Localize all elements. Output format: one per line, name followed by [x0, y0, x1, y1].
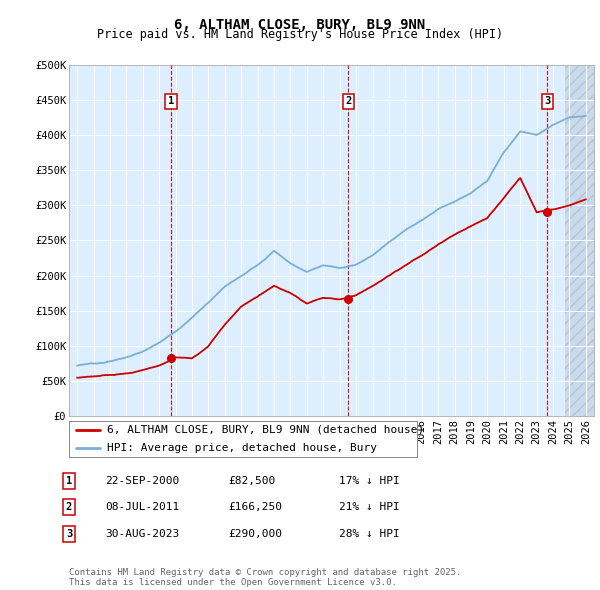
Text: 08-JUL-2011: 08-JUL-2011: [105, 503, 179, 512]
Text: Price paid vs. HM Land Registry's House Price Index (HPI): Price paid vs. HM Land Registry's House …: [97, 28, 503, 41]
Text: 28% ↓ HPI: 28% ↓ HPI: [339, 529, 400, 539]
Text: 17% ↓ HPI: 17% ↓ HPI: [339, 476, 400, 486]
Text: 3: 3: [544, 96, 551, 106]
Text: 6, ALTHAM CLOSE, BURY, BL9 9NN: 6, ALTHAM CLOSE, BURY, BL9 9NN: [175, 18, 425, 32]
Text: 2: 2: [345, 96, 352, 106]
Text: Contains HM Land Registry data © Crown copyright and database right 2025.
This d: Contains HM Land Registry data © Crown c…: [69, 568, 461, 587]
Text: 6, ALTHAM CLOSE, BURY, BL9 9NN (detached house): 6, ALTHAM CLOSE, BURY, BL9 9NN (detached…: [107, 425, 425, 435]
Text: 22-SEP-2000: 22-SEP-2000: [105, 476, 179, 486]
Text: HPI: Average price, detached house, Bury: HPI: Average price, detached house, Bury: [107, 443, 377, 453]
Text: 1: 1: [66, 476, 72, 486]
Bar: [565, 65, 594, 416]
Text: £290,000: £290,000: [228, 529, 282, 539]
Text: £82,500: £82,500: [228, 476, 275, 486]
Text: 2: 2: [66, 503, 72, 512]
Text: 1: 1: [168, 96, 174, 106]
Text: £166,250: £166,250: [228, 503, 282, 512]
Text: 21% ↓ HPI: 21% ↓ HPI: [339, 503, 400, 512]
Text: 3: 3: [66, 529, 72, 539]
Text: 30-AUG-2023: 30-AUG-2023: [105, 529, 179, 539]
